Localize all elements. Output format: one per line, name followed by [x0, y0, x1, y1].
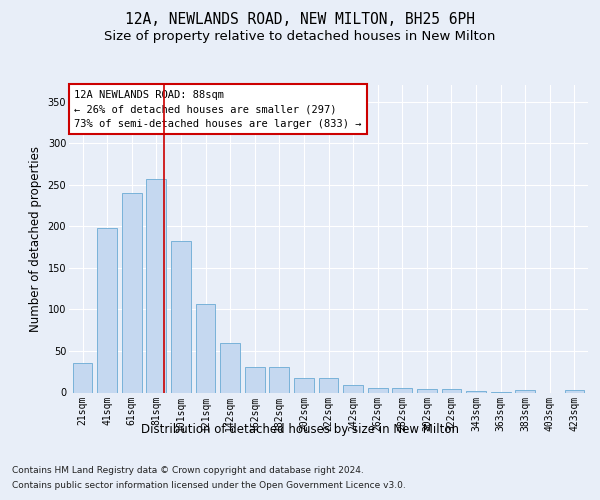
Bar	[97, 228, 117, 392]
Bar	[171, 241, 191, 392]
Bar	[343, 385, 363, 392]
Bar	[196, 304, 215, 392]
Text: Distribution of detached houses by size in New Milton: Distribution of detached houses by size …	[141, 422, 459, 436]
Bar	[220, 344, 240, 392]
Bar	[417, 389, 437, 392]
Bar	[146, 179, 166, 392]
Bar	[466, 391, 486, 392]
Text: 12A, NEWLANDS ROAD, NEW MILTON, BH25 6PH: 12A, NEWLANDS ROAD, NEW MILTON, BH25 6PH	[125, 12, 475, 28]
Bar	[392, 388, 412, 392]
Bar	[442, 389, 461, 392]
Y-axis label: Number of detached properties: Number of detached properties	[29, 146, 42, 332]
Bar	[269, 366, 289, 392]
Bar	[122, 193, 142, 392]
Text: Contains public sector information licensed under the Open Government Licence v3: Contains public sector information licen…	[12, 481, 406, 490]
Bar	[294, 378, 314, 392]
Bar	[245, 366, 265, 392]
Text: 12A NEWLANDS ROAD: 88sqm
← 26% of detached houses are smaller (297)
73% of semi-: 12A NEWLANDS ROAD: 88sqm ← 26% of detach…	[74, 90, 362, 129]
Text: Contains HM Land Registry data © Crown copyright and database right 2024.: Contains HM Land Registry data © Crown c…	[12, 466, 364, 475]
Bar	[73, 364, 92, 392]
Bar	[368, 388, 388, 392]
Bar	[515, 390, 535, 392]
Bar	[565, 390, 584, 392]
Bar	[319, 378, 338, 392]
Text: Size of property relative to detached houses in New Milton: Size of property relative to detached ho…	[104, 30, 496, 43]
